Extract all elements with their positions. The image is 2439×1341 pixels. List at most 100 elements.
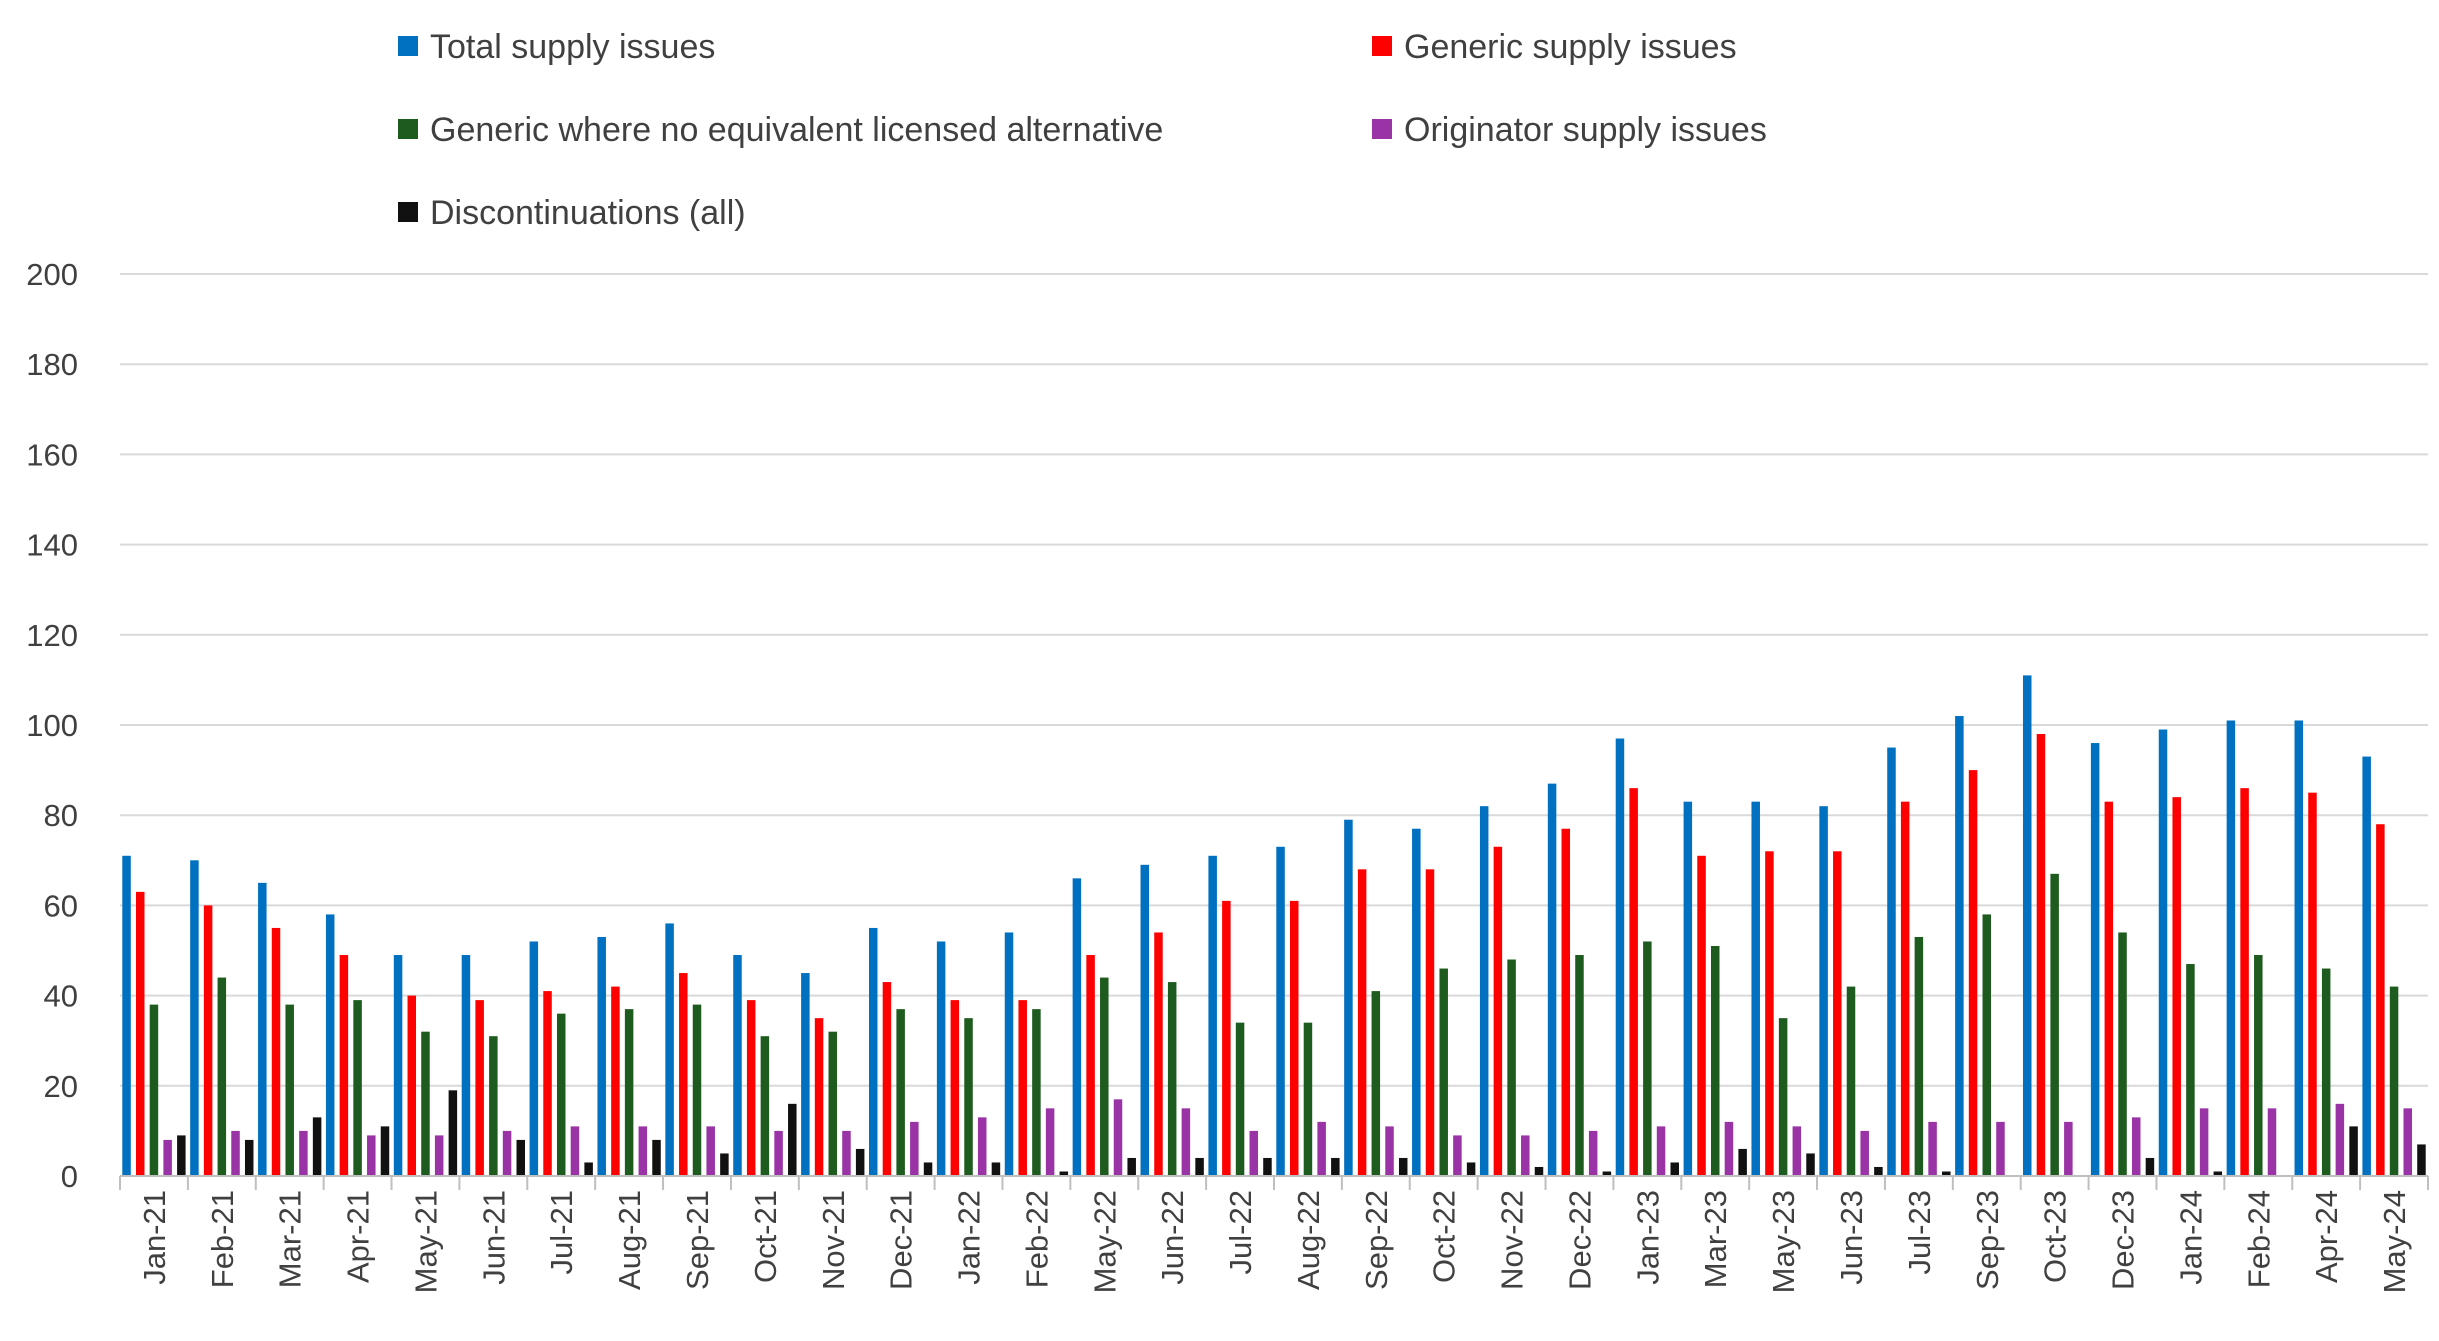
bar — [1195, 1157, 1204, 1176]
bar — [1724, 1121, 1734, 1176]
x-tick-label: Dec-23 — [2106, 1190, 2141, 1290]
x-tick-label: Dec-21 — [884, 1190, 919, 1290]
bar — [312, 1117, 322, 1176]
bar — [217, 977, 227, 1176]
x-tick-label: Jun-23 — [1834, 1190, 1869, 1285]
x-tick-label: Oct-21 — [748, 1190, 783, 1283]
bar — [2267, 1108, 2277, 1176]
bar — [1602, 1171, 1612, 1176]
bar — [475, 1000, 484, 1176]
bar — [1683, 801, 1693, 1176]
bar — [624, 1009, 634, 1176]
bar — [828, 1031, 838, 1176]
y-tick-label: 80 — [44, 798, 78, 833]
bar — [1629, 788, 1638, 1176]
bar — [434, 1135, 444, 1176]
x-axis: Jan-21 Feb-21 Mar-21 Apr-21 May-21 Jun-21 Jul-… — [119, 1175, 2429, 1293]
bar — [1670, 1162, 1680, 1176]
bar — [163, 1139, 172, 1176]
bar — [746, 1000, 756, 1176]
bar — [2090, 743, 2100, 1176]
x-tick-label: Jan-22 — [952, 1190, 987, 1285]
bar — [149, 1004, 159, 1176]
bar — [1792, 1126, 1802, 1176]
bar — [489, 1036, 498, 1176]
bar — [1710, 945, 1720, 1176]
x-tick-label: Oct-22 — [1427, 1190, 1462, 1283]
bar — [1154, 932, 1163, 1176]
bar — [325, 914, 335, 1176]
bar — [2064, 1121, 2073, 1176]
legend: Total supply issues Generic supply issues… — [398, 28, 1767, 232]
bar — [2254, 955, 2263, 1176]
x-tick-label: Jan-23 — [1630, 1190, 1665, 1285]
bar — [1819, 806, 1828, 1176]
bar — [1303, 1022, 1313, 1176]
legend-label: Originator supply issues — [1404, 111, 1767, 149]
x-tick-label: Feb-24 — [2241, 1190, 2276, 1288]
bar — [584, 1162, 593, 1176]
bar — [2131, 1117, 2141, 1176]
bar — [1806, 1153, 1815, 1176]
x-tick-label: Oct-23 — [2038, 1190, 2073, 1283]
bar — [1249, 1130, 1259, 1176]
bar — [2362, 756, 2371, 1176]
bar — [1738, 1148, 1747, 1176]
x-tick-label: Jan-24 — [2173, 1190, 2208, 1285]
bar — [2389, 986, 2399, 1176]
x-tick-label: May-21 — [408, 1190, 443, 1293]
bar — [285, 1004, 294, 1176]
bar — [855, 1148, 865, 1176]
bar — [638, 1126, 648, 1176]
bar — [652, 1139, 661, 1176]
x-tick-label: Sep-21 — [680, 1190, 715, 1290]
bar — [760, 1036, 770, 1176]
bar — [570, 1126, 580, 1176]
y-tick-label: 120 — [26, 618, 78, 653]
bar — [692, 1004, 702, 1176]
bar — [1263, 1157, 1272, 1176]
bar — [1561, 828, 1571, 1176]
bar — [991, 1162, 1001, 1176]
x-tick-label: May-22 — [1087, 1190, 1122, 1293]
gridlines — [120, 273, 2428, 1087]
bar — [556, 1013, 566, 1176]
bar — [135, 891, 145, 1176]
legend-swatch — [398, 36, 418, 56]
bar — [2050, 873, 2059, 1176]
bar — [1344, 819, 1353, 1176]
bar — [1140, 864, 1150, 1176]
bar — [1412, 828, 1421, 1176]
bar — [299, 1130, 308, 1176]
x-tick-label: Jul-22 — [1223, 1190, 1258, 1274]
bars — [122, 675, 2426, 1176]
bar — [2321, 968, 2331, 1176]
bar — [2104, 801, 2114, 1176]
x-tick-label: Apr-21 — [341, 1190, 376, 1283]
bar — [1127, 1157, 1136, 1176]
bar — [258, 882, 267, 1176]
bar — [367, 1135, 376, 1176]
bar — [271, 927, 281, 1176]
x-tick-label: Jun-22 — [1155, 1190, 1190, 1285]
y-tick-label: 100 — [26, 708, 78, 743]
x-tick-label: Sep-22 — [1359, 1190, 1394, 1290]
bar — [882, 982, 892, 1176]
x-tick-label: May-24 — [2377, 1190, 2412, 1293]
bar — [2335, 1103, 2345, 1176]
x-tick-label: Nov-21 — [816, 1190, 851, 1290]
bar — [1317, 1121, 1326, 1176]
bar — [2186, 964, 2195, 1176]
bar — [923, 1162, 933, 1176]
y-tick-label: 60 — [44, 888, 78, 923]
x-tick-label: Mar-21 — [273, 1190, 308, 1288]
y-tick-label: 40 — [44, 979, 78, 1014]
bar — [1398, 1157, 1408, 1176]
bar — [1276, 846, 1285, 1176]
legend-label: Generic supply issues — [1404, 28, 1737, 66]
x-tick-label: Feb-22 — [1019, 1190, 1054, 1288]
bar — [244, 1139, 254, 1176]
bar — [1439, 968, 1448, 1176]
